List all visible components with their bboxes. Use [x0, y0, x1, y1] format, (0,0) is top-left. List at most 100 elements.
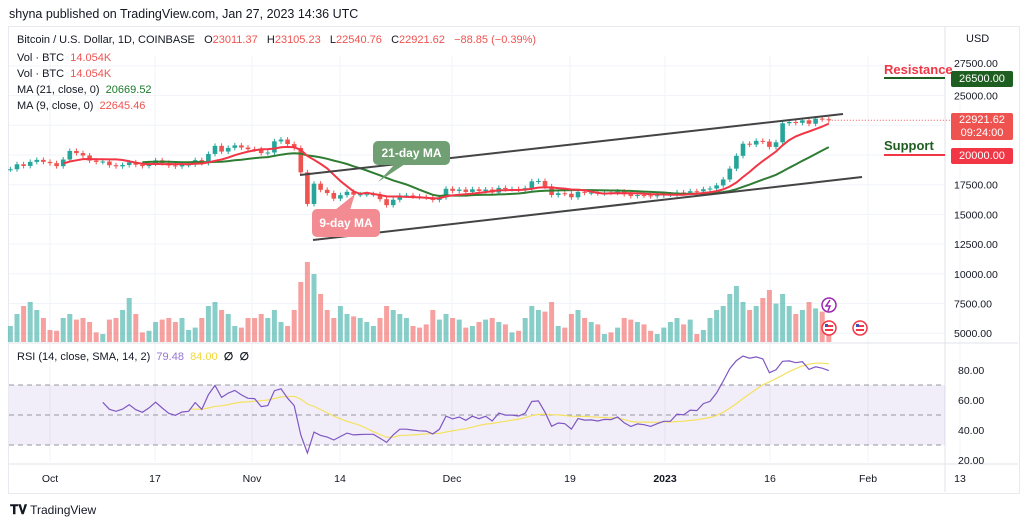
legend-vol2[interactable]: Vol · BTC 14.054K [17, 68, 111, 80]
volume-bar [87, 322, 93, 342]
volume-bar [549, 302, 555, 342]
volume-bar [384, 306, 390, 342]
candle [767, 141, 772, 147]
volume-bar [120, 310, 126, 342]
us-flag-icon [825, 329, 833, 331]
volume-bar [826, 330, 832, 342]
tradingview-logo[interactable]: 𝐓𝐕 TradingView [10, 502, 97, 517]
x-tick-label: 2023 [653, 473, 677, 485]
volume-bar [40, 318, 46, 342]
price-tick-label: 15000.00 [954, 209, 998, 221]
ma9-callout: 9-day MA [312, 209, 380, 237]
volume-bar [166, 318, 172, 342]
volume-bar [780, 294, 786, 342]
us-flag-icon [856, 329, 864, 331]
volume-bar [106, 319, 112, 342]
price-tick-label: 25000.00 [954, 91, 998, 103]
ma9-label: MA (9, close, 0) [17, 100, 94, 112]
volume-bar [476, 322, 482, 342]
candle [67, 150, 73, 160]
volume-bar [700, 330, 706, 342]
x-tick-label: Oct [42, 473, 58, 485]
candle [806, 120, 812, 124]
x-tick-label: Dec [443, 473, 462, 485]
volume-bar [456, 319, 462, 342]
volume-bar [496, 322, 502, 342]
vol-value: 14.054K [70, 68, 112, 80]
candle [555, 193, 561, 196]
channel-lower-trendline [312, 176, 863, 241]
rsi-line [102, 355, 830, 455]
volume-bar [615, 327, 621, 342]
volume-bar [634, 322, 640, 342]
volume-bar [7, 326, 13, 342]
volume-bar [430, 310, 436, 342]
candle [760, 140, 766, 142]
volume-bar [377, 318, 383, 342]
candle [714, 185, 719, 189]
x-tick-label: 16 [764, 473, 776, 485]
low-label: L [329, 34, 337, 46]
volume-bar [54, 330, 60, 342]
ma21-callout: 21-day MA [373, 141, 450, 165]
volume-bar [318, 294, 324, 342]
candle [476, 189, 482, 191]
symbol-name[interactable]: Bitcoin / U.S. Dollar, 1D, COINBASE [17, 34, 195, 46]
candle [734, 155, 739, 169]
candle [344, 191, 350, 196]
volume-bar [27, 302, 33, 342]
candle [14, 164, 20, 170]
legend-ma21[interactable]: MA (21, close, 0) 20669.52 [17, 84, 152, 96]
us-flag-icon [825, 324, 828, 327]
candle [819, 118, 825, 120]
low-value: 22540.76 [336, 34, 382, 46]
volume-bar [331, 318, 337, 342]
candle [232, 145, 238, 148]
volume-bar [648, 330, 654, 342]
rsi-na-value: ∅ [223, 351, 234, 363]
volume-bar [232, 326, 238, 342]
legend-rsi[interactable]: RSI (14, close, SMA, 14, 2) 79.48 84.00 … [17, 350, 249, 363]
candle [701, 189, 706, 192]
candle [648, 195, 653, 197]
candle [800, 120, 805, 123]
candle [450, 188, 455, 191]
rsi-value: 79.48 [156, 351, 184, 363]
candle [311, 183, 317, 204]
volume-bar [529, 306, 535, 342]
legend-ma9[interactable]: MA (9, close, 0) 22645.46 [17, 100, 145, 112]
candle [225, 147, 231, 152]
volume-bar [403, 318, 409, 342]
candle [503, 187, 508, 190]
candle [331, 193, 337, 199]
rsi-tick-label: 40.00 [958, 425, 984, 437]
candle [641, 195, 647, 197]
candle [562, 193, 568, 195]
ma9-value: 22645.46 [99, 100, 146, 112]
ma21-callout-tail [378, 164, 405, 182]
volume-bar [199, 318, 205, 342]
open-label: O [204, 34, 213, 46]
ma9-line [62, 122, 830, 200]
candle [27, 161, 33, 166]
candle [443, 188, 449, 198]
rsi-sma-value: 84.00 [190, 351, 218, 363]
volume-bar [397, 314, 403, 342]
candle [364, 194, 370, 196]
chart-frame [8, 26, 1020, 494]
close-label: C [391, 34, 400, 46]
candle [298, 147, 304, 173]
candle [41, 159, 46, 162]
rsi-label: RSI (14, close, SMA, 14, 2) [17, 351, 151, 363]
volume-bar [258, 314, 264, 342]
volume-bar [733, 286, 739, 342]
volume-bar [47, 330, 53, 342]
candle [47, 161, 53, 164]
candle [212, 145, 218, 154]
us-flag-icon [825, 325, 833, 327]
open-value: 23011.37 [212, 34, 258, 46]
legend-vol1[interactable]: Vol · BTC 14.054K [17, 52, 111, 64]
volume-bar [212, 302, 218, 342]
volume-bar [582, 318, 588, 342]
